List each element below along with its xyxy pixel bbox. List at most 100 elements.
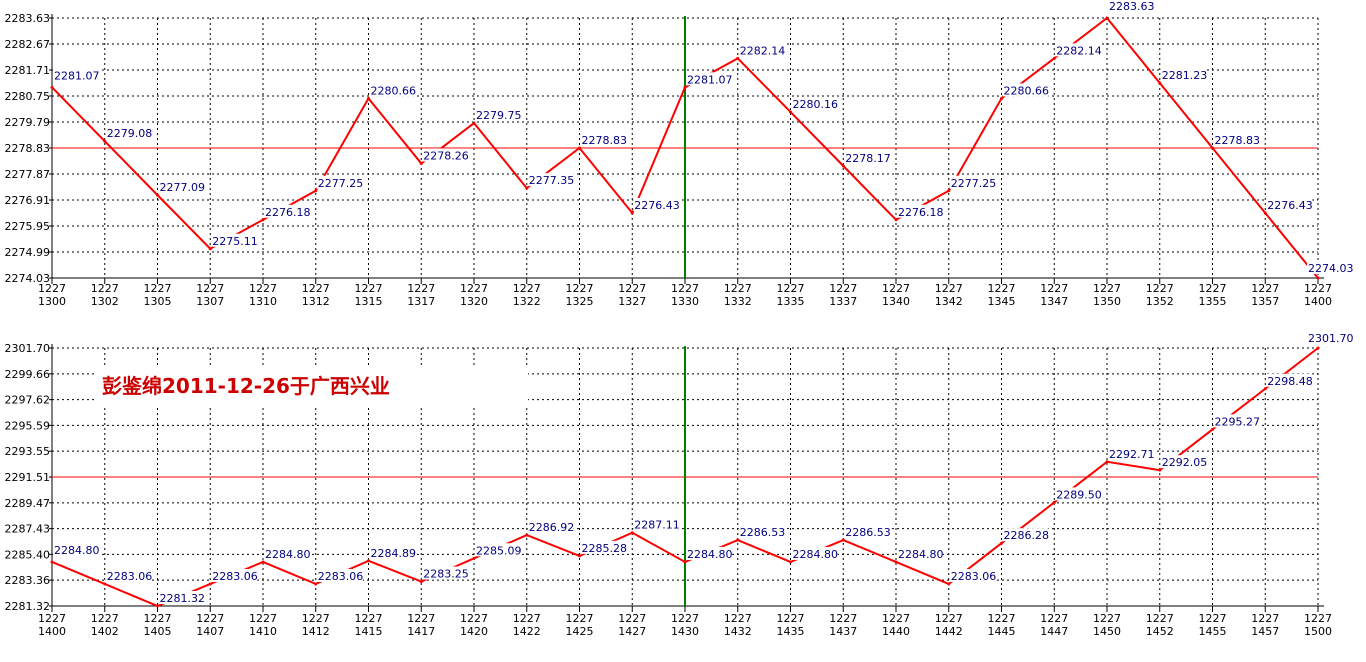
data-label: 2285.09 xyxy=(476,544,522,557)
x-tick-label-top: 1227 xyxy=(1251,282,1279,295)
y-tick-label: 2278.83 xyxy=(5,142,51,155)
x-tick-label-top: 1227 xyxy=(196,612,224,625)
data-point xyxy=(1052,56,1056,60)
x-tick-label-top: 1227 xyxy=(1040,612,1068,625)
y-tick-label: 2287.43 xyxy=(5,523,51,536)
data-label-bg xyxy=(844,525,891,539)
data-label: 2278.26 xyxy=(423,149,469,162)
x-tick-label-bottom: 1420 xyxy=(460,625,488,638)
data-label: 2285.28 xyxy=(582,542,628,555)
data-label-bg xyxy=(580,540,627,554)
x-tick-label-top: 1227 xyxy=(882,612,910,625)
x-tick-label-bottom: 1357 xyxy=(1251,295,1279,308)
data-label: 2276.43 xyxy=(634,199,680,212)
y-tick-label: 2281.32 xyxy=(5,600,51,613)
data-label: 2283.63 xyxy=(1109,0,1155,13)
data-label-bg xyxy=(949,175,996,189)
data-label-bg xyxy=(527,520,574,534)
x-tick-label-bottom: 1440 xyxy=(882,625,910,638)
x-tick-label-bottom: 1455 xyxy=(1199,625,1227,638)
data-label: 2277.25 xyxy=(318,177,364,190)
x-tick-label-bottom: 1337 xyxy=(829,295,857,308)
x-tick-label-top: 1227 xyxy=(777,612,805,625)
x-tick-label-top: 1227 xyxy=(249,282,277,295)
x-tick-label-bottom: 1412 xyxy=(302,625,330,638)
data-point xyxy=(208,582,212,586)
data-point xyxy=(1158,468,1162,472)
data-label-bg xyxy=(686,72,732,86)
y-tick-label: 2275.95 xyxy=(5,220,51,233)
y-tick-label: 2291.51 xyxy=(5,471,51,484)
x-tick-label-top: 1227 xyxy=(1146,282,1174,295)
x-tick-label-top: 1227 xyxy=(91,282,119,295)
data-label-bg xyxy=(369,545,416,559)
data-label: 2286.53 xyxy=(740,526,786,539)
data-label-bg xyxy=(580,133,627,146)
data-point xyxy=(156,193,159,197)
y-tick-label: 2282.67 xyxy=(5,38,51,51)
x-tick-label-bottom: 1445 xyxy=(988,625,1016,638)
data-label: 2284.80 xyxy=(898,548,944,561)
y-tick-label: 2283.36 xyxy=(5,574,51,587)
data-label: 2281.07 xyxy=(687,73,733,86)
data-label: 2283.06 xyxy=(318,570,364,583)
data-point xyxy=(525,533,529,537)
x-tick-label-bottom: 1427 xyxy=(618,625,646,638)
data-label-bg xyxy=(264,204,310,218)
x-tick-label-bottom: 1342 xyxy=(935,295,963,308)
x-tick-label-bottom: 1402 xyxy=(91,625,119,638)
x-tick-label-bottom: 1400 xyxy=(1304,295,1332,308)
data-point xyxy=(947,582,951,586)
y-tick-label: 2277.87 xyxy=(5,168,51,181)
watermark-annotation: 彭鉴绵2011-12-26于广西兴业 xyxy=(102,374,390,398)
data-label-bg xyxy=(316,568,363,582)
x-tick-label-top: 1227 xyxy=(1251,612,1279,625)
data-label-bg xyxy=(211,233,258,247)
data-label-bg xyxy=(53,68,99,82)
data-label-bg xyxy=(475,543,521,557)
data-label: 2279.75 xyxy=(476,109,522,122)
x-tick-label-top: 1227 xyxy=(91,612,119,625)
x-tick-label-bottom: 1415 xyxy=(355,625,383,638)
data-label: 2284.80 xyxy=(54,544,100,557)
x-tick-label-bottom: 1330 xyxy=(671,295,699,308)
data-point xyxy=(1105,460,1109,464)
annotation-background xyxy=(96,366,528,406)
data-label: 2283.06 xyxy=(107,570,153,583)
data-label: 2284.89 xyxy=(371,547,417,560)
y-tick-label: 2283.63 xyxy=(5,12,51,25)
x-tick-label-top: 1227 xyxy=(1199,612,1227,625)
x-tick-label-bottom: 1422 xyxy=(513,625,541,638)
x-tick-label-top: 1227 xyxy=(829,612,857,625)
y-tick-label: 2274.03 xyxy=(5,272,51,285)
data-point xyxy=(1000,541,1003,545)
x-tick-label-top: 1227 xyxy=(1040,282,1068,295)
data-label-bg xyxy=(158,180,205,194)
x-tick-label-top: 1227 xyxy=(671,282,699,295)
data-point xyxy=(472,556,476,560)
x-tick-label-top: 1227 xyxy=(460,612,488,625)
data-point xyxy=(1052,500,1056,504)
data-label-bg xyxy=(897,546,943,560)
x-tick-label-top: 1227 xyxy=(882,282,910,295)
x-tick-label-top: 1227 xyxy=(566,282,594,295)
x-tick-label-top: 1227 xyxy=(935,282,963,295)
x-tick-label-bottom: 1305 xyxy=(144,295,172,308)
data-point xyxy=(367,96,370,100)
data-label-bg xyxy=(1055,487,1102,501)
data-label-bg xyxy=(738,43,785,57)
data-label-bg xyxy=(105,126,152,140)
data-label: 2284.80 xyxy=(687,548,733,561)
data-point xyxy=(630,531,634,535)
x-tick-label-top: 1227 xyxy=(618,612,646,625)
data-point xyxy=(1263,211,1267,215)
data-point xyxy=(683,560,687,564)
data-point xyxy=(683,85,687,89)
x-tick-label-bottom: 1335 xyxy=(777,295,805,308)
data-label: 2298.48 xyxy=(1267,375,1313,388)
x-tick-label-top: 1227 xyxy=(407,282,435,295)
data-point xyxy=(314,189,318,193)
data-label: 2280.66 xyxy=(371,84,417,97)
data-point xyxy=(367,559,370,563)
data-label-bg xyxy=(633,198,680,211)
